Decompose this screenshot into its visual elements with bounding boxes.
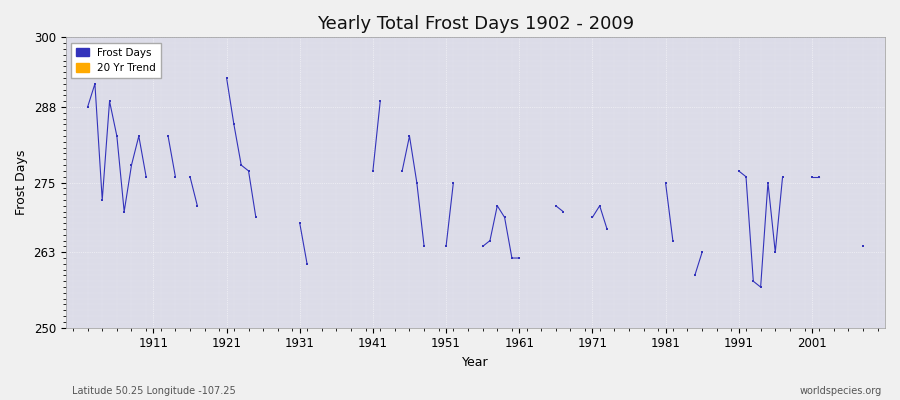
X-axis label: Year: Year: [462, 356, 489, 369]
Title: Yearly Total Frost Days 1902 - 2009: Yearly Total Frost Days 1902 - 2009: [317, 15, 634, 33]
Legend: Frost Days, 20 Yr Trend: Frost Days, 20 Yr Trend: [71, 42, 161, 78]
Text: Latitude 50.25 Longitude -107.25: Latitude 50.25 Longitude -107.25: [72, 386, 236, 396]
Y-axis label: Frost Days: Frost Days: [15, 150, 28, 215]
Text: worldspecies.org: worldspecies.org: [800, 386, 882, 396]
